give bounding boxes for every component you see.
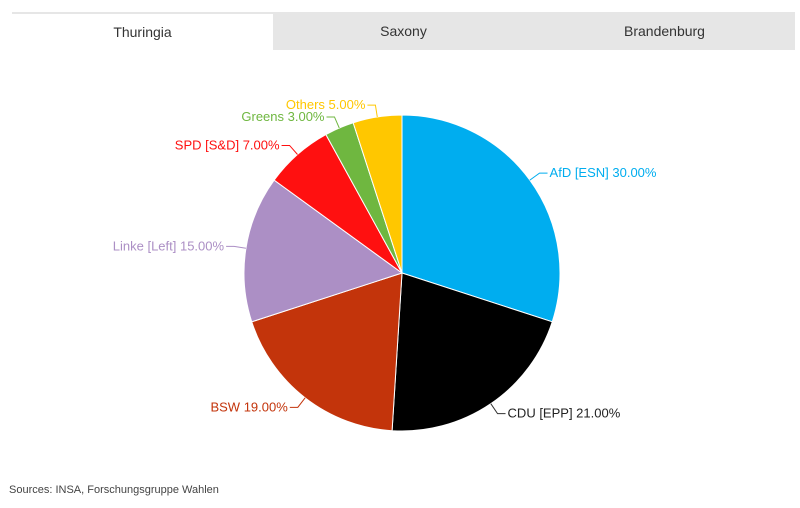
label-connector-greens [326,116,340,129]
region-tabs: Thuringia Saxony Brandenburg [12,12,795,50]
pie-chart: AfD [ESN] 30.00% CDU [EPP] 21.00% BSW 19.0… [113,97,657,432]
pie-slice-others[interactable] [352,114,403,274]
tab-brandenburg[interactable]: Brandenburg [624,23,705,39]
label-connector-linke [226,245,247,249]
label-connector-spd [281,144,298,155]
pie-slice-cdu[interactable] [391,272,553,432]
pie-chart-container: AfD [ESN] 30.00% CDU [EPP] 21.00% BSW 19.0… [0,60,800,480]
tab-saxony[interactable]: Saxony [380,23,427,39]
label-connector-bsw [289,397,306,408]
slice-label-afd: AfD [ESN] 30.00% [550,165,657,180]
pie-slice-bsw[interactable] [251,272,403,432]
slice-label-cdu: CDU [EPP] 21.00% [508,406,621,421]
slice-label-linke: Linke [Left] 15.00% [113,238,225,253]
pie-slice-afd[interactable] [401,114,561,323]
label-connector-others [367,104,378,118]
slice-label-spd: SPD [S&D] 7.00% [175,137,280,152]
slice-label-bsw: BSW 19.00% [210,399,288,414]
source-note: Sources: INSA, Forschungsgruppe Wahlen [9,484,219,496]
pie-slice-linke[interactable] [243,179,404,323]
slice-label-greens: Greens 3.00% [241,109,325,124]
label-connector-afd [529,172,548,181]
label-connector-cdu [490,403,506,415]
slice-label-others: Others 5.00% [286,97,366,112]
tab-thuringia[interactable]: Thuringia [12,12,273,50]
